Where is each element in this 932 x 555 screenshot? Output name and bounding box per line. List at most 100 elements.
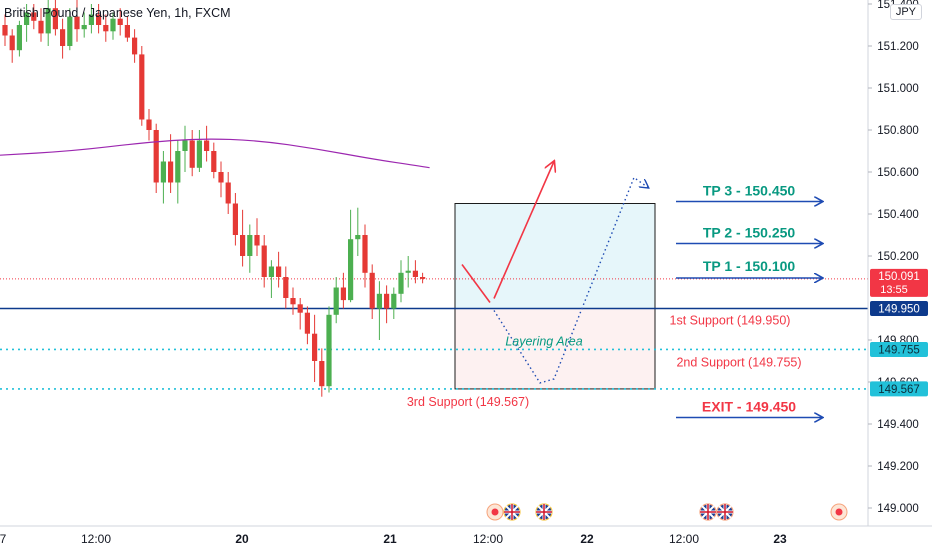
support-3-label[interactable]: 3rd Support (149.567): [407, 395, 529, 409]
dotted-projection-arrow[interactable]: [493, 176, 648, 384]
economic-event-icon[interactable]: [830, 503, 848, 521]
chart-title: British Pound / Japanese Yen, 1h, FXCM: [4, 6, 231, 20]
support-2-tag[interactable]: 149.755: [870, 341, 928, 357]
candle-body[interactable]: [88, 14, 94, 26]
support-2-label[interactable]: 2nd Support (149.755): [676, 355, 801, 369]
last-price-tag[interactable]: 150.091 13:55: [870, 268, 928, 297]
support-2-price: 149.755: [878, 344, 920, 356]
red-target-arrow[interactable]: [493, 162, 554, 299]
currency-button[interactable]: JPY: [889, 4, 922, 20]
candle-body[interactable]: [182, 140, 188, 152]
candle-body[interactable]: [139, 54, 145, 120]
candle-body[interactable]: [348, 239, 354, 301]
candle-body[interactable]: [81, 25, 87, 30]
candle-body[interactable]: [96, 14, 102, 26]
target-zone[interactable]: [454, 203, 656, 309]
candle-body[interactable]: [297, 304, 303, 313]
candle-body[interactable]: [340, 287, 346, 301]
candle-body[interactable]: [247, 235, 253, 256]
candle-body[interactable]: [362, 235, 368, 273]
candle-body[interactable]: [276, 266, 282, 278]
candle-body[interactable]: [38, 20, 44, 34]
uk-flag-icon[interactable]: [699, 503, 717, 521]
uk-flag-icon[interactable]: [716, 503, 734, 521]
tp3-label[interactable]: TP 3 - 150.450: [703, 183, 796, 199]
candle-body[interactable]: [218, 172, 224, 183]
bar-countdown: 13:55: [880, 284, 908, 296]
candle-body[interactable]: [369, 272, 375, 309]
time-tick-label: 12:00: [473, 532, 503, 546]
tp1-label[interactable]: TP 1 - 150.100: [703, 258, 796, 274]
price-tick-label: 150.200: [877, 251, 919, 263]
candle-body[interactable]: [261, 245, 267, 278]
candle-body[interactable]: [2, 25, 8, 36]
candle-body[interactable]: [225, 182, 231, 204]
candle-body[interactable]: [283, 277, 289, 298]
red-projection-arrow[interactable]: [461, 264, 491, 303]
candle-body[interactable]: [319, 361, 325, 387]
candle-body[interactable]: [24, 12, 30, 25]
candle-body[interactable]: [312, 333, 318, 361]
candles-layer: [2, 0, 426, 397]
price-tick-label: 149.000: [877, 503, 919, 515]
candle-body[interactable]: [117, 18, 123, 25]
candle-body[interactable]: [189, 140, 195, 168]
support-1-label[interactable]: 1st Support (149.950): [670, 314, 791, 328]
uk-flag-icon[interactable]: [535, 503, 553, 521]
candle-body[interactable]: [160, 161, 166, 183]
annotation-labels: TP 3 - 150.450 TP 2 - 150.250 TP 1 - 150…: [407, 183, 802, 415]
economic-event-icon[interactable]: [486, 503, 504, 521]
candle-body[interactable]: [45, 8, 51, 34]
candle-body[interactable]: [376, 293, 382, 309]
candle-body[interactable]: [16, 25, 22, 51]
moving-average-line[interactable]: [0, 138, 430, 169]
candle-body[interactable]: [355, 235, 361, 240]
candle-body[interactable]: [60, 29, 66, 46]
time-tick-label: 7: [0, 532, 7, 546]
candle-body[interactable]: [153, 130, 159, 183]
candle-body[interactable]: [268, 266, 274, 278]
candle-body[interactable]: [67, 16, 73, 46]
time-axis[interactable]: 7 12:00 20 21 12:00 22 12:00 23: [0, 532, 787, 546]
time-tick-label: 12:00: [669, 532, 699, 546]
candle-body[interactable]: [405, 270, 411, 273]
candle-body[interactable]: [110, 18, 116, 32]
candle-body[interactable]: [232, 203, 238, 236]
price-tags: 150.091 13:55 149.950 149.755 149.567: [870, 268, 928, 397]
tp2-label[interactable]: TP 2 - 150.250: [703, 225, 796, 241]
candle-body[interactable]: [211, 151, 217, 172]
candle-body[interactable]: [9, 35, 15, 51]
candle-body[interactable]: [391, 293, 397, 309]
candle-body[interactable]: [254, 235, 260, 246]
candle-body[interactable]: [31, 12, 37, 21]
support-1-tag[interactable]: 149.950: [870, 301, 928, 316]
candle-body[interactable]: [168, 161, 174, 183]
candle-body[interactable]: [384, 293, 390, 309]
candle-body[interactable]: [326, 314, 332, 387]
candle-body[interactable]: [398, 272, 404, 294]
candle-body[interactable]: [175, 151, 181, 183]
uk-flag-icon[interactable]: [503, 503, 521, 521]
candle-body[interactable]: [412, 270, 418, 277]
layering-area-label[interactable]: Layering Area: [505, 335, 582, 349]
exit-label[interactable]: EXIT - 149.450: [702, 399, 796, 415]
candle-body[interactable]: [124, 25, 130, 38]
candle-body[interactable]: [290, 298, 296, 305]
candle-body[interactable]: [74, 16, 80, 30]
candle-body[interactable]: [420, 277, 426, 279]
price-tick-label: 150.800: [877, 125, 919, 137]
last-price-value: 150.091: [878, 271, 920, 283]
candle-body[interactable]: [240, 235, 246, 256]
candle-body[interactable]: [132, 37, 138, 55]
candle-body[interactable]: [204, 140, 210, 152]
support-3-tag[interactable]: 149.567: [870, 381, 928, 397]
candle-body[interactable]: [103, 25, 109, 32]
candle-body[interactable]: [333, 287, 339, 315]
candle-body[interactable]: [146, 119, 152, 131]
candle-body[interactable]: [52, 8, 58, 30]
candle-body[interactable]: [196, 140, 202, 168]
plot-background: [0, 0, 868, 526]
candle-body[interactable]: [304, 312, 310, 334]
